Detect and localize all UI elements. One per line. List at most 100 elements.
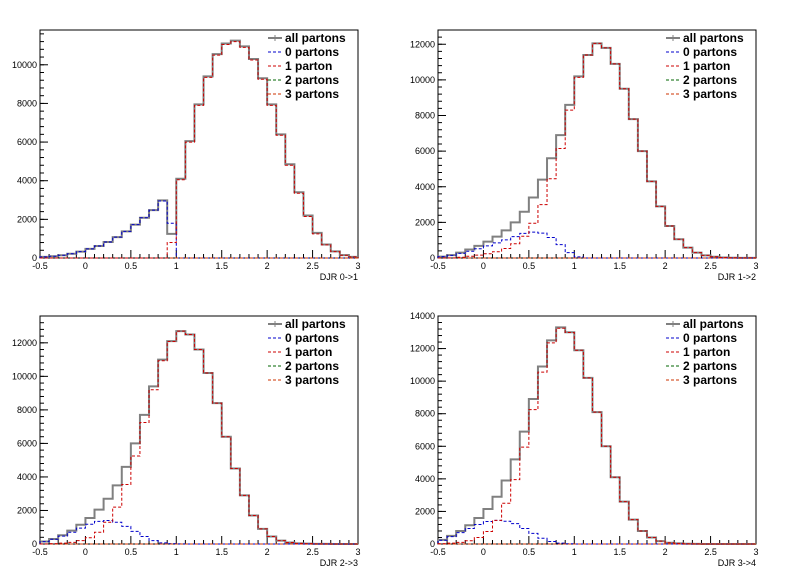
series-p0-histogram (39, 200, 358, 259)
legend-label-p0: 0 partons (683, 45, 737, 59)
x-tick-label: 3 (753, 261, 758, 271)
series-p0-histogram (437, 231, 756, 259)
x-tick-label: 1 (572, 547, 577, 557)
x-tick-label: -0.5 (430, 261, 446, 271)
chart-panel-3: -0.5 0 0.5 1 1.5 2 2.5 302000400060008000100001… (410, 311, 759, 568)
legend-label-p3: 3 partons (285, 87, 339, 101)
x-tick-label: 1.5 (215, 261, 228, 271)
series-p1-histogram (438, 42, 757, 259)
legend-label-all: all partons (683, 317, 744, 331)
series-p1-histogram (39, 330, 359, 545)
x-tick-label: 2 (663, 261, 668, 271)
x-tick-label: 1.5 (613, 547, 626, 557)
x-tick-label: 0.5 (523, 261, 536, 271)
x-axis-title: DJR 1->2 (718, 272, 756, 282)
y-tick-label: 8000 (17, 405, 37, 415)
legend-label-all: all partons (285, 317, 346, 331)
legend-label-p2: 2 partons (683, 359, 737, 373)
legend-label-p2: 2 partons (285, 359, 339, 373)
legend-label-p1: 1 parton (683, 345, 730, 359)
x-tick-label: 2.5 (704, 261, 717, 271)
series-p0-histogram (39, 520, 358, 545)
x-tick-label: 1 (174, 261, 179, 271)
legend-label-p1: 1 parton (285, 345, 332, 359)
x-tick-label: 3 (753, 547, 758, 557)
legend-label-p3: 3 partons (683, 373, 737, 387)
legend-label-p2: 2 partons (285, 73, 339, 87)
x-tick-label: 2.5 (306, 547, 319, 557)
y-tick-label: 10000 (12, 371, 37, 381)
y-tick-label: 6000 (415, 146, 435, 156)
y-tick-label: 8000 (17, 98, 37, 108)
x-tick-label: 1.5 (613, 261, 626, 271)
legend-label-all: all partons (683, 31, 744, 45)
x-tick-label: 0.5 (523, 547, 536, 557)
x-tick-label: 0 (481, 261, 486, 271)
y-tick-label: 4000 (415, 182, 435, 192)
y-tick-label: 2000 (17, 505, 37, 515)
y-tick-label: 4000 (17, 472, 37, 482)
y-tick-label: 0 (32, 253, 37, 263)
legend-label-all: all partons (285, 31, 346, 45)
x-tick-label: 1 (572, 261, 577, 271)
x-axis-title: DJR 3->4 (718, 558, 756, 568)
y-tick-label: 2000 (17, 214, 37, 224)
x-tick-label: 1 (174, 547, 179, 557)
series-p0-histogram (437, 519, 756, 545)
y-tick-label: 0 (430, 539, 435, 549)
y-tick-label: 6000 (17, 137, 37, 147)
plot-frame (39, 29, 359, 259)
y-tick-label: 0 (32, 539, 37, 549)
x-tick-label: -0.5 (32, 261, 48, 271)
y-tick-label: 8000 (415, 409, 435, 419)
y-tick-label: 10000 (410, 75, 435, 85)
x-tick-label: 3 (355, 261, 360, 271)
legend-label-p0: 0 partons (683, 331, 737, 345)
x-tick-label: -0.5 (32, 547, 48, 557)
legend-label-p3: 3 partons (285, 373, 339, 387)
x-tick-label: 2.5 (306, 261, 319, 271)
y-tick-label: 14000 (410, 311, 435, 321)
y-tick-label: 10000 (410, 376, 435, 386)
x-tick-label: 0.5 (125, 261, 138, 271)
y-tick-label: 0 (430, 253, 435, 263)
y-tick-label: 12000 (12, 338, 37, 348)
y-tick-label: 4000 (415, 474, 435, 484)
y-tick-label: 8000 (415, 111, 435, 121)
legend-label-p2: 2 partons (683, 73, 737, 87)
y-tick-label: 2000 (415, 217, 435, 227)
x-axis-title: DJR 0->1 (320, 272, 358, 282)
series-p1-histogram (437, 327, 756, 545)
x-tick-label: 0.5 (125, 547, 138, 557)
chart-panel-2: -0.5 0 0.5 1 1.5 2 2.5 302000400060008000100001… (12, 315, 361, 568)
x-tick-label: 0 (83, 547, 88, 557)
legend-label-p0: 0 partons (285, 331, 339, 345)
legend-label-p0: 0 partons (285, 45, 339, 59)
x-tick-label: 0 (481, 547, 486, 557)
chart-panel-0: -0.5 0 0.5 1 1.5 2 2.5 30200040006000800010000D… (12, 29, 361, 282)
y-tick-label: 6000 (17, 438, 37, 448)
legend-label-p1: 1 parton (683, 59, 730, 73)
y-tick-label: 4000 (17, 176, 37, 186)
x-tick-label: 3 (355, 547, 360, 557)
x-tick-label: 0 (83, 261, 88, 271)
legend-label-p3: 3 partons (683, 87, 737, 101)
x-tick-label: 2.5 (704, 547, 717, 557)
y-tick-label: 10000 (12, 60, 37, 70)
chart-panel-1: -0.5 0 0.5 1 1.5 2 2.5 302000400060008000100001… (410, 29, 759, 282)
x-tick-label: 2 (663, 547, 668, 557)
x-tick-label: 2 (265, 547, 270, 557)
x-axis-title: DJR 2->3 (320, 558, 358, 568)
x-tick-label: 2 (265, 261, 270, 271)
series-p1-histogram (40, 41, 359, 259)
y-tick-label: 6000 (415, 441, 435, 451)
y-tick-label: 12000 (410, 344, 435, 354)
x-tick-label: 1.5 (215, 547, 228, 557)
y-tick-label: 12000 (410, 39, 435, 49)
legend-label-p1: 1 parton (285, 59, 332, 73)
